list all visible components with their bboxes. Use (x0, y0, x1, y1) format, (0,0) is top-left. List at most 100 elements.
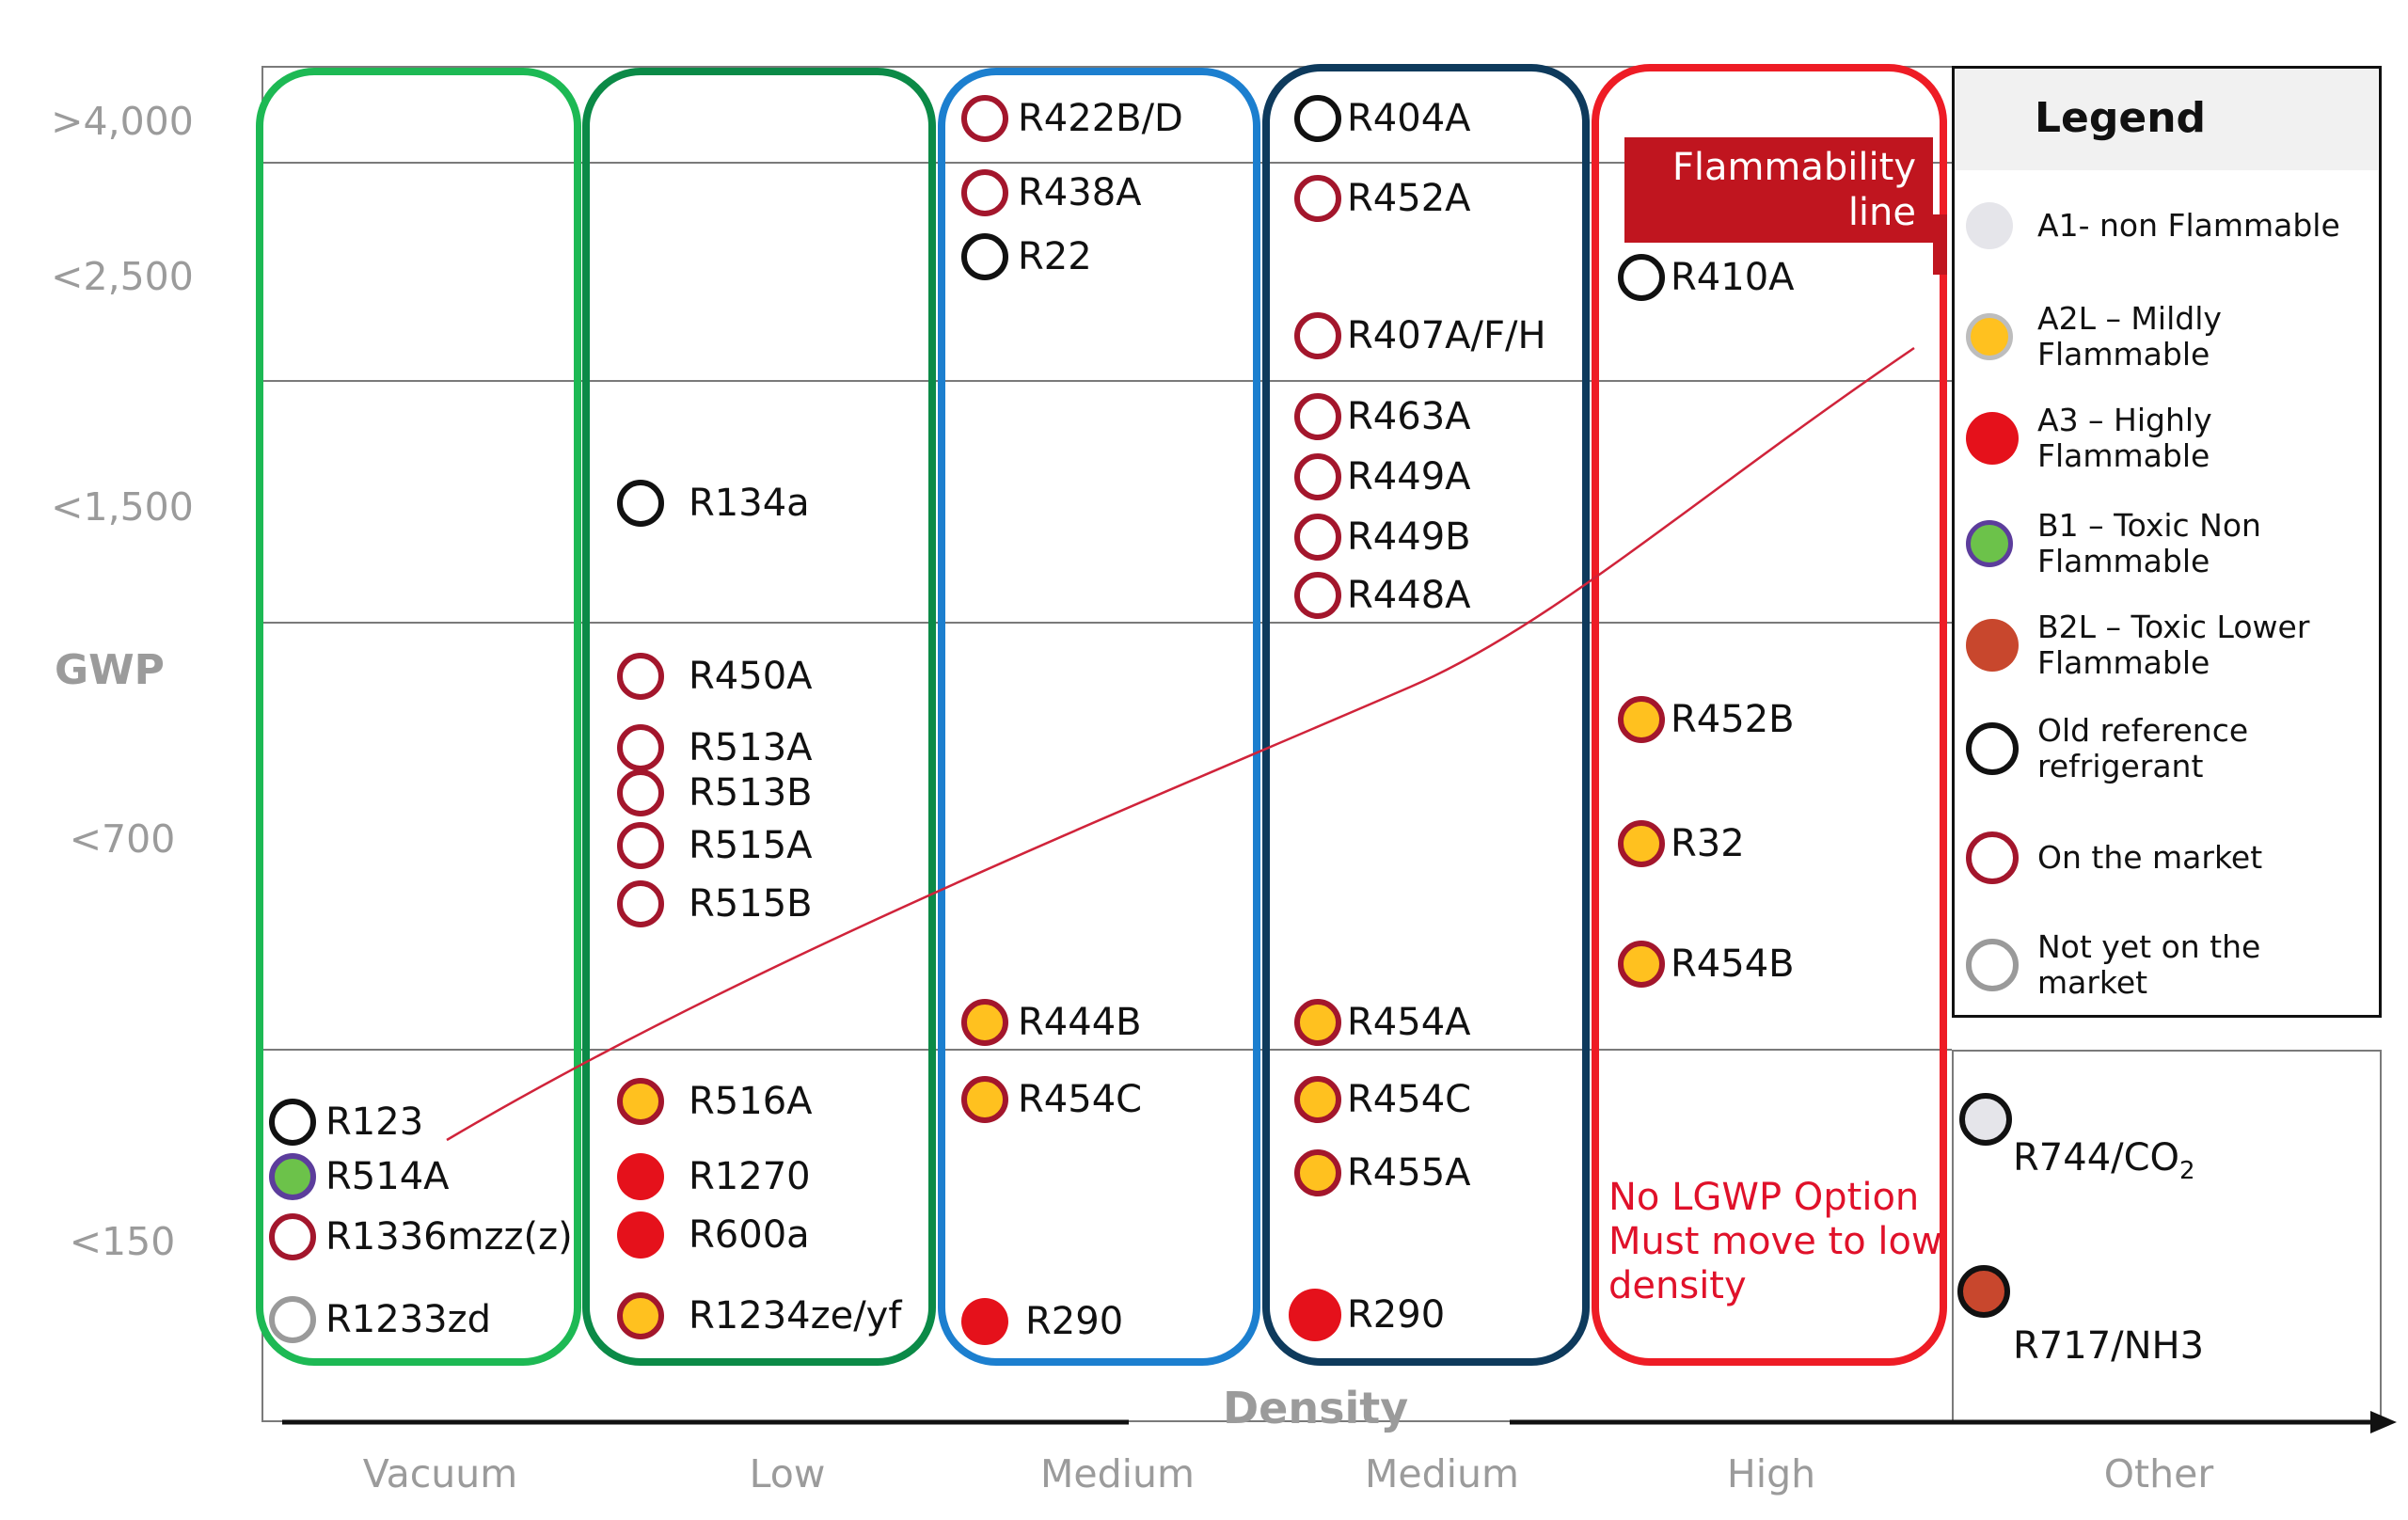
refrigerant-r454a: R454A (1294, 999, 1471, 1046)
legend-item-on-market: On the market (1966, 831, 2357, 884)
a3-swatch (1966, 412, 2019, 465)
refrigerant-r407a-f-h: R407A/F/H (1294, 312, 1546, 359)
column-label-medium-1: Medium (1040, 1451, 1195, 1496)
old-reference-swatch (1966, 722, 2019, 775)
refrigerant-r1336mzz: R1336mzz(z) (269, 1213, 573, 1260)
on-market-marker (1294, 514, 1341, 561)
refrigerant-r717-nh3-label: R717/NH3 (2013, 1324, 2205, 1368)
a3-marker (617, 1211, 664, 1259)
a2l-marker (617, 1292, 664, 1339)
old-reference-marker (269, 1099, 316, 1146)
low-group (582, 68, 936, 1366)
refrigerant-r744-co2-label: R744/CO2 (2013, 1136, 2195, 1185)
refrigerant-r463a: R463A (1294, 393, 1471, 440)
gwp-gridline (261, 380, 1952, 382)
refrigerant-r513a: R513A (617, 724, 813, 771)
on-market-marker (617, 880, 664, 927)
refrigerant-r123: R123 (269, 1099, 423, 1146)
a2l-swatch (1966, 313, 2013, 360)
column-label-low: Low (749, 1451, 826, 1496)
on-market-marker (269, 1213, 316, 1260)
on-market-marker (961, 95, 1008, 142)
on-market-marker (1294, 175, 1341, 222)
on-market-swatch (1966, 831, 2019, 884)
b1-swatch (1966, 520, 2013, 567)
gwp-tick: >4,000 (51, 99, 194, 144)
a3-marker (961, 1298, 1008, 1345)
gwp-gridline (261, 162, 1952, 164)
legend-item-a1: A1- non Flammable (1966, 202, 2357, 249)
refrigerant-r134a: R134a (617, 480, 810, 527)
on-market-marker (617, 653, 664, 700)
refrigerant-r744-co2-marker (1959, 1093, 2012, 1146)
old-reference-marker (1294, 95, 1341, 142)
legend-item-b1: B1 – Toxic Non Flammable (1966, 508, 2357, 579)
refrigerant-r1270: R1270 (617, 1153, 811, 1200)
refrigerant-r290: R290 (961, 1298, 1123, 1345)
a3-marker (1289, 1289, 1341, 1341)
a3-marker (617, 1153, 664, 1200)
density-axis-title: Density (1223, 1383, 1409, 1433)
refrigerant-r444b: R444B (961, 999, 1142, 1046)
on-market-marker (1294, 393, 1341, 440)
refrigerant-r449a: R449A (1294, 453, 1471, 500)
refrigerant-r452b: R452B (1618, 696, 1795, 743)
refrigerant-r455a: R455A (1294, 1149, 1471, 1196)
medium-group-1 (938, 68, 1260, 1366)
refrigerant-r513b: R513B (617, 769, 813, 816)
refrigerant-r515b: R515B (617, 880, 813, 927)
refrigerant-r516a: R516A (617, 1078, 813, 1125)
gwp-tick: <700 (69, 816, 176, 862)
a2l-marker (1618, 820, 1665, 867)
b1-marker (269, 1153, 316, 1200)
gwp-tick: <2,500 (51, 254, 194, 299)
flammability-line-label: Flammability line (1624, 137, 1933, 243)
old-reference-marker (617, 480, 664, 527)
refrigerant-r717-nh3-marker (1957, 1265, 2010, 1318)
refrigerant-r22: R22 (961, 233, 1092, 280)
on-market-marker (617, 822, 664, 869)
refrigerant-r454c: R454C (961, 1076, 1142, 1123)
vacuum-group (256, 68, 581, 1366)
a2l-marker (1294, 1149, 1341, 1196)
refrigerant-r449b: R449B (1294, 514, 1471, 561)
refrigerant-r454c-2: R454C (1294, 1076, 1471, 1123)
refrigerant-r404a: R404A (1294, 95, 1471, 142)
legend-header (1955, 69, 2378, 170)
a2l-marker (1294, 1076, 1341, 1123)
gwp-tick: <1,500 (51, 484, 194, 530)
legend-item-old-reference: Old reference refrigerant (1966, 713, 2357, 784)
a2l-marker (1294, 999, 1341, 1046)
gwp-gridline (261, 622, 1952, 624)
legend-item-a3: A3 – Highly Flammable (1966, 403, 2357, 474)
column-label-medium-2: Medium (1365, 1451, 1519, 1496)
a2l-marker (961, 1076, 1008, 1123)
refrigerant-r515a: R515A (617, 822, 813, 869)
no-lgwp-note: No LGWP Option Must move to low density (1608, 1176, 1942, 1307)
refrigerant-r450a: R450A (617, 653, 813, 700)
legend-item-b2l: B2L – Toxic Lower Flammable (1966, 610, 2357, 681)
on-market-marker (1294, 453, 1341, 500)
on-market-marker (961, 169, 1008, 216)
b2l-swatch (1966, 619, 2019, 672)
legend-item-not-yet: Not yet on the market (1966, 929, 2357, 1001)
refrigerant-r290-2: R290 (1289, 1289, 1445, 1341)
legend-item-a2l: A2L – Mildly Flammable (1966, 301, 2357, 372)
refrigerant-r410a: R410A (1618, 254, 1795, 301)
on-market-marker (1294, 572, 1341, 619)
not-yet-marker (269, 1296, 316, 1343)
old-reference-marker (1618, 254, 1665, 301)
refrigerant-r448a: R448A (1294, 572, 1471, 619)
gwp-tick: <150 (69, 1219, 176, 1264)
column-label-high: High (1726, 1451, 1816, 1496)
gwp-gridline (261, 1049, 1952, 1051)
not-yet-swatch (1966, 939, 2019, 991)
legend (1952, 66, 2382, 1018)
a2l-marker (961, 999, 1008, 1046)
refrigerant-r600a: R600a (617, 1211, 810, 1259)
refrigerant-r454b: R454B (1618, 941, 1795, 988)
other-frame (1952, 1050, 2382, 1422)
